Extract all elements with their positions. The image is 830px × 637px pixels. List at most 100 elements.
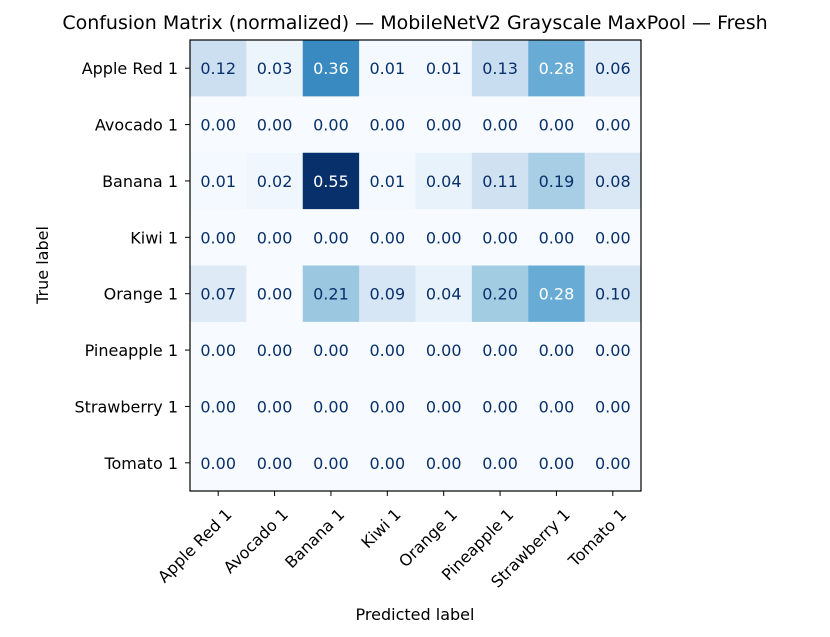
heatmap-value-label: 0.36	[313, 59, 349, 78]
y-axis-label: True label	[33, 226, 52, 305]
heatmap-cell	[584, 96, 642, 154]
heatmap-cell	[246, 96, 304, 154]
heatmap-cell	[584, 378, 642, 436]
heatmap-cell	[359, 434, 416, 492]
heatmap-cell	[584, 434, 642, 492]
heatmap-value-label: 0.00	[257, 454, 293, 473]
heatmap-value-label: 0.06	[595, 59, 631, 78]
heatmap-value-label: 0.00	[257, 397, 293, 416]
heatmap-cell	[190, 152, 247, 210]
heatmap-cells	[190, 40, 642, 492]
y-tick-label: Strawberry 1	[74, 397, 178, 416]
heatmap-cell	[528, 209, 586, 266]
heatmap-cell	[471, 265, 529, 323]
heatmap-cell	[246, 321, 304, 379]
heatmap-cell	[528, 40, 586, 97]
heatmap-cell	[584, 265, 642, 323]
heatmap-value-label: 0.00	[595, 116, 631, 135]
heatmap-cell	[415, 321, 473, 379]
heatmap-cell	[246, 152, 304, 210]
heatmap-cell	[415, 152, 473, 210]
heatmap-cell	[471, 209, 529, 266]
x-tick-label: Tomato 1	[564, 505, 630, 571]
heatmap-cell	[302, 40, 360, 97]
heatmap-cell	[528, 265, 586, 323]
heatmap-cell	[302, 265, 360, 323]
heatmap-cell	[528, 378, 586, 436]
heatmap-value-label: 0.00	[313, 341, 349, 360]
y-tick-label: Avocado 1	[95, 116, 178, 135]
heatmap-value-label: 0.00	[539, 397, 575, 416]
y-tick-label: Kiwi 1	[130, 228, 178, 247]
heatmap-cell	[190, 321, 247, 379]
heatmap-value-label: 0.03	[257, 59, 293, 78]
heatmap-value-label: 0.00	[539, 454, 575, 473]
heatmap-cell	[471, 321, 529, 379]
heatmap-cell	[584, 321, 642, 379]
heatmap-cell	[471, 434, 529, 492]
heatmap-value-label: 0.19	[539, 172, 575, 191]
heatmap-value-label: 0.00	[370, 341, 406, 360]
heatmap-cell	[302, 321, 360, 379]
heatmap-cell	[302, 209, 360, 266]
x-tick-label: Kiwi 1	[357, 505, 404, 552]
heatmap-cell	[359, 96, 416, 154]
heatmap-cell	[415, 40, 473, 97]
heatmap-cell	[471, 378, 529, 436]
heatmap-value-label: 0.02	[257, 172, 293, 191]
heatmap-value-label: 0.00	[539, 116, 575, 135]
y-tick-label: Apple Red 1	[82, 59, 178, 78]
heatmap-value-label: 0.01	[370, 172, 406, 191]
heatmap-value-label: 0.00	[539, 228, 575, 247]
x-tick-label: Banana 1	[281, 505, 348, 572]
heatmap-cell	[415, 265, 473, 323]
heatmap-value-label: 0.21	[313, 285, 349, 304]
heatmap-value-label: 0.00	[313, 454, 349, 473]
heatmap-value-label: 0.00	[426, 397, 462, 416]
heatmap-cell	[246, 434, 304, 492]
heatmap-value-label: 0.00	[595, 341, 631, 360]
heatmap-value-label: 0.10	[595, 285, 631, 304]
heatmap-value-label: 0.13	[482, 59, 518, 78]
heatmap-cell	[190, 378, 247, 436]
heatmap-value-label: 0.20	[482, 285, 518, 304]
heatmap-value-label: 0.00	[482, 116, 518, 135]
heatmap-value-label: 0.07	[200, 285, 236, 304]
heatmap-cell	[302, 152, 360, 210]
heatmap-value-label: 0.01	[426, 59, 462, 78]
heatmap-value-label: 0.28	[539, 59, 575, 78]
heatmap-value-label: 0.00	[426, 228, 462, 247]
x-tick-label: Apple Red 1	[154, 505, 236, 587]
heatmap-value-label: 0.00	[200, 116, 236, 135]
heatmap-value-label: 0.00	[370, 454, 406, 473]
heatmap-cell	[359, 152, 416, 210]
heatmap-value-label: 0.00	[539, 341, 575, 360]
heatmap-cell	[471, 96, 529, 154]
heatmap-cell	[528, 96, 586, 154]
x-axis-label: Predicted label	[356, 605, 475, 624]
heatmap-value-label: 0.28	[539, 285, 575, 304]
y-axis-ticks: Apple Red 1 Avocado 1 Banana 1 Kiwi 1 Orange…	[74, 59, 190, 473]
heatmap-cell	[528, 152, 586, 210]
heatmap-value-label: 0.00	[595, 454, 631, 473]
heatmap-cell	[415, 96, 473, 154]
heatmap-cell	[471, 40, 529, 97]
heatmap-value-label: 0.00	[257, 116, 293, 135]
heatmap-cell	[359, 40, 416, 97]
heatmap-value-label: 0.00	[200, 228, 236, 247]
heatmap-cell	[190, 265, 247, 323]
heatmap-cell	[415, 434, 473, 492]
heatmap-value-label: 0.00	[200, 397, 236, 416]
heatmap-cell	[190, 40, 247, 97]
heatmap-value-label: 0.00	[313, 116, 349, 135]
heatmap-value-label: 0.00	[595, 397, 631, 416]
heatmap-value-label: 0.01	[200, 172, 236, 191]
y-tick-label: Orange 1	[104, 285, 178, 304]
heatmap-value-label: 0.04	[426, 172, 462, 191]
heatmap-cell	[246, 40, 304, 97]
heatmap-value-label: 0.11	[482, 172, 518, 191]
heatmap-cell	[415, 378, 473, 436]
y-tick-label: Pineapple 1	[85, 341, 178, 360]
